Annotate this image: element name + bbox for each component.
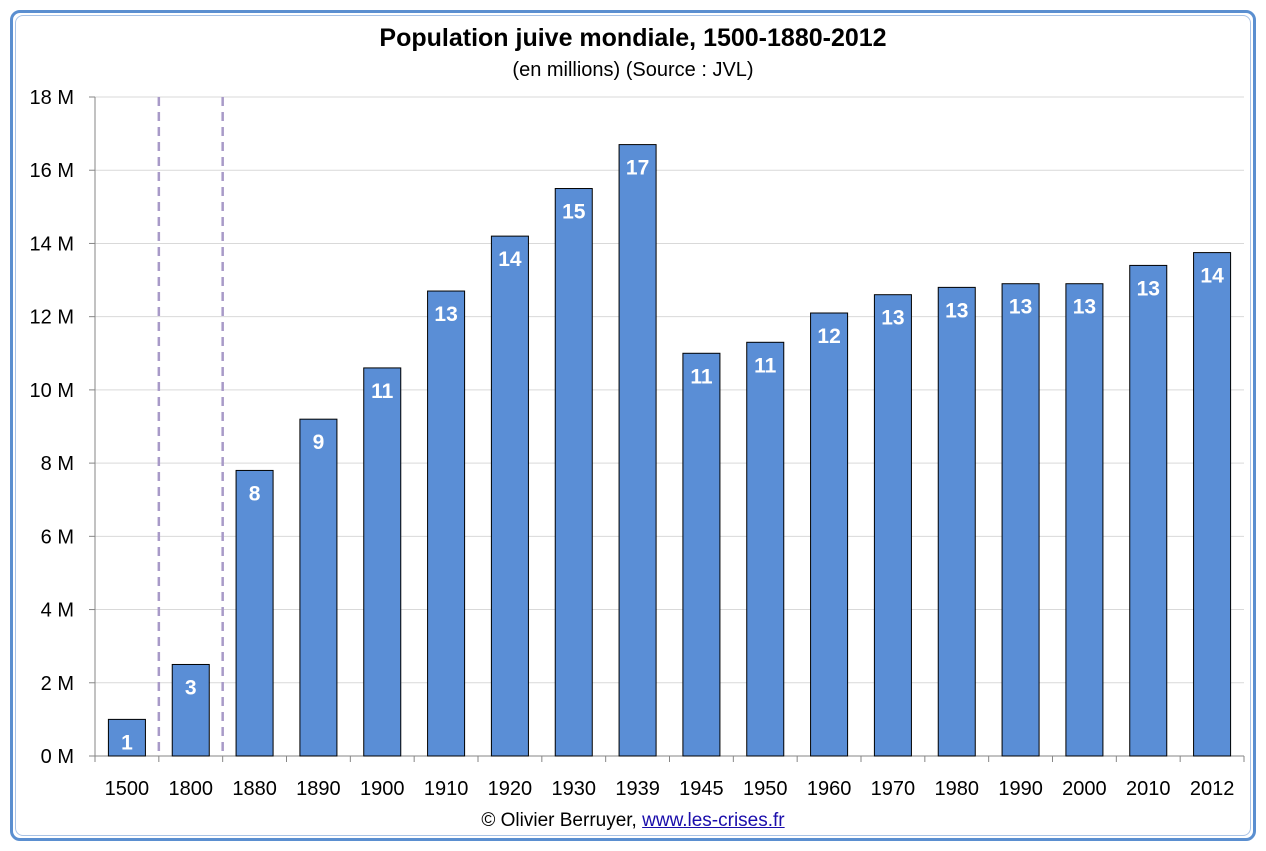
- x-tick-label: 1800: [169, 778, 214, 800]
- bar: [618, 144, 657, 757]
- bar: [1001, 283, 1040, 757]
- data-label: 14: [498, 248, 522, 271]
- x-tick-label: 1890: [296, 778, 341, 800]
- x-tick-label: 2012: [1190, 778, 1235, 800]
- x-tick-label: 2010: [1126, 778, 1171, 800]
- bar: [1065, 283, 1104, 757]
- y-tick-label: 16 M: [30, 160, 74, 182]
- x-tick-label: 1880: [232, 778, 277, 800]
- data-label: 13: [945, 299, 968, 322]
- chart-title: Population juive mondiale, 1500-1880-201…: [379, 24, 887, 52]
- x-tick-label: 1920: [488, 778, 533, 800]
- bar: [554, 188, 593, 757]
- bar: [1129, 264, 1168, 757]
- data-label: 14: [1200, 265, 1224, 288]
- y-tick-label: 14 M: [30, 233, 74, 255]
- x-tick-label: 1950: [743, 778, 788, 800]
- credit-author: © Olivier Berruyer,: [481, 810, 637, 831]
- x-tick-label: 1930: [552, 778, 597, 800]
- x-tick-label: 1900: [360, 778, 405, 800]
- credit-link[interactable]: www.les-crises.fr: [642, 810, 785, 831]
- y-tick-label: 4 M: [41, 600, 74, 622]
- bar: [1193, 252, 1232, 757]
- x-tick-label: 1939: [615, 778, 660, 800]
- x-tick-label: 1970: [871, 778, 916, 800]
- data-label: 3: [185, 676, 197, 699]
- x-tick-label: 1910: [424, 778, 469, 800]
- x-tick-label: 1945: [679, 778, 724, 800]
- y-tick-label: 0 M: [41, 746, 74, 768]
- data-label: 8: [249, 482, 261, 505]
- data-label: 13: [1073, 296, 1096, 319]
- data-label: 13: [1009, 296, 1032, 319]
- bar: [937, 286, 976, 757]
- chart-subtitle: (en millions) (Source : JVL): [512, 59, 754, 81]
- data-label: 1: [121, 731, 133, 754]
- y-tick-label: 12 M: [30, 307, 74, 329]
- y-tick-label: 8 M: [41, 453, 74, 475]
- data-label: 12: [817, 325, 840, 348]
- data-label: 13: [434, 303, 457, 326]
- x-tick-label: 1980: [935, 778, 980, 800]
- data-label: 15: [562, 201, 586, 224]
- bar: [427, 290, 466, 757]
- bar: [299, 418, 338, 757]
- y-tick-label: 18 M: [30, 87, 74, 109]
- x-tick-label: 1960: [807, 778, 852, 800]
- bar: [235, 469, 274, 757]
- data-label: 11: [690, 365, 713, 388]
- data-label: 13: [1137, 277, 1160, 300]
- y-tick-label: 6 M: [41, 526, 74, 548]
- bar: [171, 663, 210, 757]
- x-tick-label: 2000: [1062, 778, 1107, 800]
- data-label: 17: [626, 157, 649, 180]
- chart-frame-inner: [15, 15, 1251, 836]
- bar: [810, 312, 849, 757]
- x-tick-label: 1990: [998, 778, 1043, 800]
- bar: [490, 235, 529, 757]
- bar: [682, 352, 721, 757]
- x-tick-label: 1500: [105, 778, 150, 800]
- data-label: 11: [371, 380, 394, 403]
- bar: [746, 341, 785, 757]
- credit-line: © Olivier Berruyer, www.les-crises.fr: [0, 810, 1266, 832]
- bar: [873, 294, 912, 757]
- data-label: 9: [313, 431, 325, 454]
- y-tick-label: 10 M: [30, 380, 74, 402]
- bar: [363, 367, 402, 757]
- data-label: 13: [881, 307, 904, 330]
- data-label: 11: [754, 354, 777, 377]
- bar: [107, 718, 146, 757]
- y-tick-label: 2 M: [41, 673, 74, 695]
